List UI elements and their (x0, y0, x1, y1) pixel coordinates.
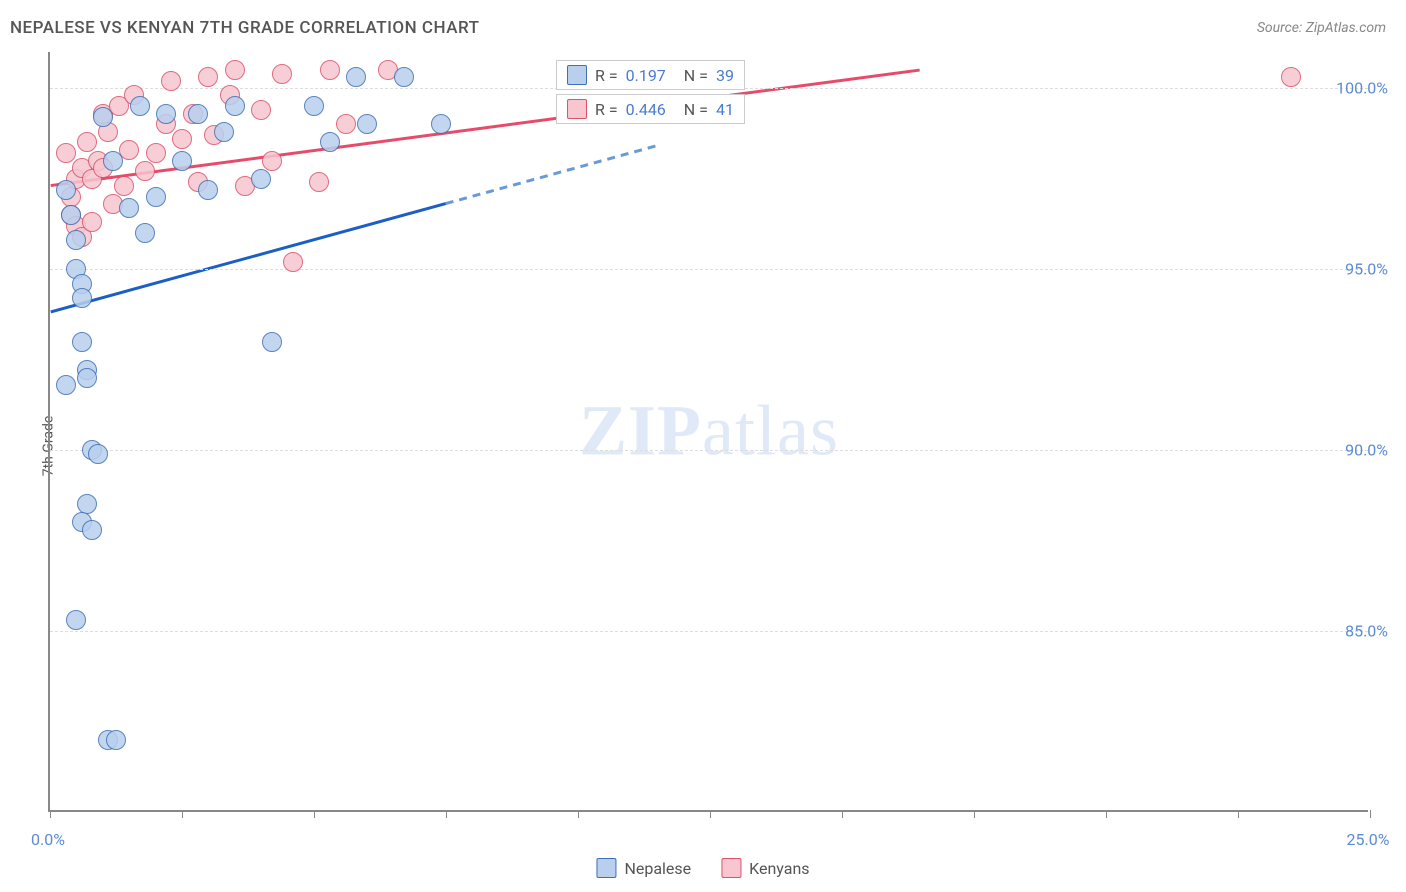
y-tick-label: 85.0% (1345, 622, 1388, 641)
point-nepalese (320, 132, 340, 152)
point-nepalese (61, 205, 81, 225)
point-nepalese (56, 180, 76, 200)
point-nepalese (72, 288, 92, 308)
point-kenyans (77, 132, 97, 152)
x-tick (842, 810, 843, 818)
point-kenyans (225, 60, 245, 80)
n-value-kenyans: 41 (716, 100, 734, 119)
point-kenyans (56, 143, 76, 163)
point-nepalese (93, 107, 113, 127)
legend-label-kenyans: Kenyans (749, 859, 809, 878)
point-nepalese (394, 67, 414, 87)
source-label: Source: ZipAtlas.com (1257, 20, 1386, 36)
swatch-kenyans (567, 99, 587, 119)
point-nepalese (346, 67, 366, 87)
point-nepalese (106, 730, 126, 750)
watermark: ZIPatlas (579, 390, 839, 473)
point-nepalese (188, 104, 208, 124)
point-kenyans (135, 161, 155, 181)
point-nepalese (103, 151, 123, 171)
point-kenyans (320, 60, 340, 80)
point-kenyans (146, 143, 166, 163)
point-nepalese (172, 151, 192, 171)
legend-swatch-kenyans (721, 858, 741, 878)
y-tick-label: 100.0% (1336, 79, 1388, 98)
point-nepalese (357, 114, 377, 134)
point-kenyans (283, 252, 303, 272)
point-nepalese (431, 114, 451, 134)
x-tick (182, 810, 183, 818)
point-kenyans (198, 67, 218, 87)
point-kenyans (309, 172, 329, 192)
y-tick-label: 90.0% (1345, 441, 1388, 460)
n-label: N = (684, 66, 708, 85)
point-nepalese (198, 180, 218, 200)
point-nepalese (262, 332, 282, 352)
x-tick-label: 0.0% (31, 830, 65, 849)
point-nepalese (88, 444, 108, 464)
point-kenyans (1281, 67, 1301, 87)
swatch-nepalese (567, 65, 587, 85)
point-kenyans (251, 100, 271, 120)
chart-area: ZIPatlas (48, 52, 1368, 812)
y-tick-label: 95.0% (1345, 260, 1388, 279)
legend: Nepalese Kenyans (596, 858, 809, 878)
x-tick (974, 810, 975, 818)
trend-lines (50, 52, 1368, 810)
point-nepalese (82, 520, 102, 540)
point-kenyans (262, 151, 282, 171)
x-tick (446, 810, 447, 818)
point-nepalese (56, 375, 76, 395)
point-nepalese (225, 96, 245, 116)
point-nepalese (72, 332, 92, 352)
stats-box-kenyans: R = 0.446 N = 41 (556, 94, 745, 124)
x-tick (1370, 810, 1371, 818)
legend-item-kenyans: Kenyans (721, 858, 809, 878)
point-nepalese (135, 223, 155, 243)
point-kenyans (114, 176, 134, 196)
n-label: N = (684, 100, 708, 119)
point-nepalese (304, 96, 324, 116)
point-kenyans (161, 71, 181, 91)
n-value-nepalese: 39 (716, 66, 734, 85)
grid-line (50, 631, 1368, 632)
point-kenyans (172, 129, 192, 149)
point-kenyans (272, 64, 292, 84)
x-tick (314, 810, 315, 818)
point-nepalese (66, 610, 86, 630)
point-nepalese (77, 368, 97, 388)
grid-line (50, 450, 1368, 451)
stats-box-nepalese: R = 0.197 N = 39 (556, 60, 745, 90)
legend-swatch-nepalese (596, 858, 616, 878)
r-value-nepalese: 0.197 (626, 66, 666, 85)
chart-title: NEPALESE VS KENYAN 7TH GRADE CORRELATION… (10, 18, 480, 38)
point-nepalese (156, 104, 176, 124)
point-kenyans (82, 212, 102, 232)
x-tick-label: 25.0% (1347, 830, 1390, 849)
point-nepalese (251, 169, 271, 189)
r-label: R = (595, 100, 618, 119)
x-tick (710, 810, 711, 818)
r-label: R = (595, 66, 618, 85)
grid-line (50, 269, 1368, 270)
legend-label-nepalese: Nepalese (624, 859, 691, 878)
x-tick (578, 810, 579, 818)
point-nepalese (119, 198, 139, 218)
point-nepalese (77, 494, 97, 514)
r-value-kenyans: 0.446 (626, 100, 666, 119)
point-nepalese (214, 122, 234, 142)
x-tick (1238, 810, 1239, 818)
x-tick (1106, 810, 1107, 818)
point-nepalese (130, 96, 150, 116)
legend-item-nepalese: Nepalese (596, 858, 691, 878)
point-kenyans (336, 114, 356, 134)
x-tick (50, 810, 51, 818)
point-nepalese (146, 187, 166, 207)
point-nepalese (66, 230, 86, 250)
